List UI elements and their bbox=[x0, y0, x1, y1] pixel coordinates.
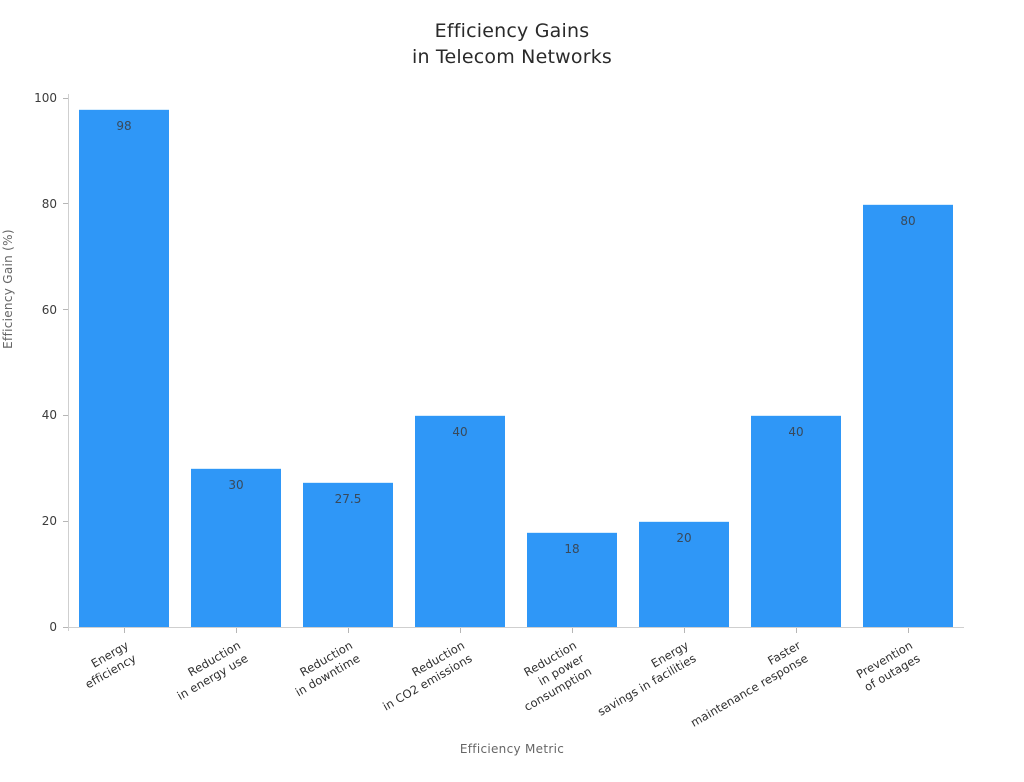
x-axis-title: Efficiency Metric bbox=[459, 742, 565, 756]
y-axis-title: Efficiency Gain (%) bbox=[1, 229, 15, 349]
y-tick-mark bbox=[63, 203, 68, 205]
bar[interactable]: 98 bbox=[79, 108, 169, 627]
bar[interactable]: 20 bbox=[639, 521, 729, 627]
bar[interactable]: 80 bbox=[863, 203, 953, 627]
bar-value-label: 20 bbox=[676, 531, 692, 546]
bar-value-label: 18 bbox=[564, 541, 580, 556]
y-tick-label: 100 bbox=[34, 91, 57, 105]
y-tick-mark bbox=[63, 626, 68, 628]
bar-value-label: 40 bbox=[788, 425, 804, 440]
y-tick-label: 60 bbox=[41, 302, 57, 317]
x-axis-spine bbox=[68, 627, 964, 628]
chart-title: Efficiency Gains in Telecom Networks bbox=[0, 18, 1024, 70]
y-tick-label: 40 bbox=[41, 408, 57, 423]
x-tick-mark bbox=[796, 628, 797, 633]
y-tick-mark bbox=[63, 414, 68, 416]
x-tick-label-line: Prevention bbox=[853, 638, 915, 682]
x-tick-mark bbox=[236, 628, 237, 633]
y-axis-spine bbox=[68, 94, 69, 631]
x-tick-mark bbox=[348, 628, 349, 633]
bar[interactable]: 40 bbox=[415, 415, 505, 627]
x-tick-mark bbox=[684, 628, 685, 633]
chart-title-line-2: in Telecom Networks bbox=[411, 46, 613, 68]
x-tick-mark bbox=[124, 628, 125, 633]
bar-value-label: 27.5 bbox=[334, 491, 362, 506]
x-tick-mark bbox=[908, 628, 909, 633]
bar[interactable]: 30 bbox=[191, 468, 281, 627]
y-tick-label: 80 bbox=[41, 196, 57, 211]
y-tick-mark bbox=[63, 97, 68, 99]
x-tick-mark bbox=[572, 628, 573, 633]
bar[interactable]: 27.5 bbox=[303, 481, 393, 627]
bar-value-label: 40 bbox=[452, 425, 468, 440]
x-tick-mark bbox=[460, 628, 461, 633]
bar-value-label: 80 bbox=[900, 213, 916, 228]
bar-value-label: 98 bbox=[116, 118, 132, 133]
bar[interactable]: 18 bbox=[527, 531, 617, 627]
y-tick-mark bbox=[63, 309, 68, 311]
bar[interactable]: 40 bbox=[751, 415, 841, 627]
bar-value-label: 30 bbox=[228, 478, 244, 493]
chart-title-line-1: Efficiency Gains bbox=[434, 20, 590, 42]
plot-area: 98 30 27.5 40 18 20 40 80 bbox=[68, 98, 964, 627]
y-tick-label: 20 bbox=[41, 514, 57, 529]
y-tick-label: 0 bbox=[49, 620, 57, 634]
y-tick-mark bbox=[63, 520, 68, 522]
